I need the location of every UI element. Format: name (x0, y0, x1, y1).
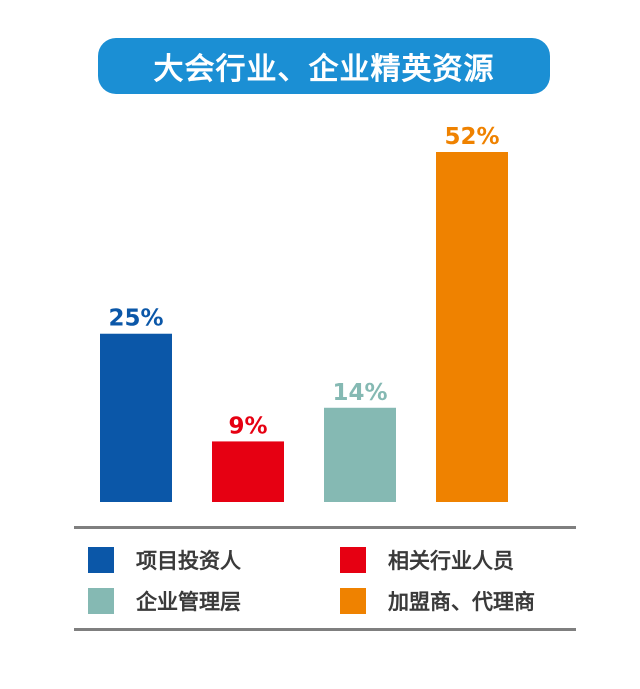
legend-item-franchisees: 加盟商、代理商 (340, 586, 535, 616)
value-label-industry-staff: 9% (228, 413, 267, 439)
value-label-franchisees: 52% (444, 124, 499, 150)
legend-swatch-industry-staff (340, 547, 366, 573)
value-label-management: 14% (332, 380, 387, 406)
value-labels-group: 25% 9% 14% 52% (108, 124, 499, 439)
legend-item-management: 企业管理层 (88, 586, 241, 616)
bars-group (100, 152, 508, 502)
legend-swatch-investors (88, 547, 114, 573)
bar-management (324, 407, 396, 502)
legend-label-franchisees: 加盟商、代理商 (388, 590, 535, 614)
legend-item-industry-staff: 相关行业人员 (340, 545, 514, 575)
legend-bottom-rule (74, 628, 576, 631)
legend-label-management: 企业管理层 (136, 590, 241, 614)
legend-swatch-franchisees (340, 588, 366, 614)
legend-label-industry-staff: 相关行业人员 (388, 549, 514, 573)
bar-industry-staff (212, 441, 284, 502)
value-label-investors: 25% (108, 306, 163, 332)
legend-label-investors: 项目投资人 (136, 549, 241, 573)
bar-franchisees (436, 152, 508, 502)
bar-investors (100, 333, 172, 502)
legend-top-rule (74, 526, 576, 529)
legend-swatch-management (88, 588, 114, 614)
chart-title: 大会行业、企业精英资源 (98, 38, 550, 94)
legend-item-investors: 项目投资人 (88, 545, 241, 575)
